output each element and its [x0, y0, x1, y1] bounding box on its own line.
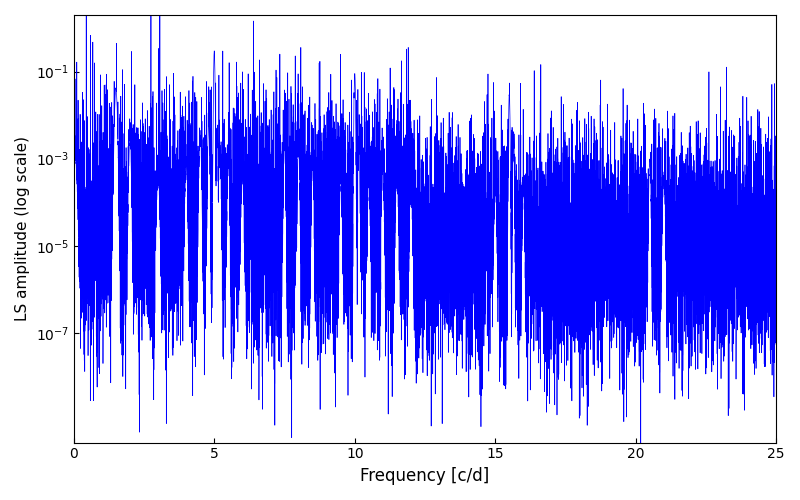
Y-axis label: LS amplitude (log scale): LS amplitude (log scale)	[15, 136, 30, 322]
X-axis label: Frequency [c/d]: Frequency [c/d]	[360, 467, 490, 485]
